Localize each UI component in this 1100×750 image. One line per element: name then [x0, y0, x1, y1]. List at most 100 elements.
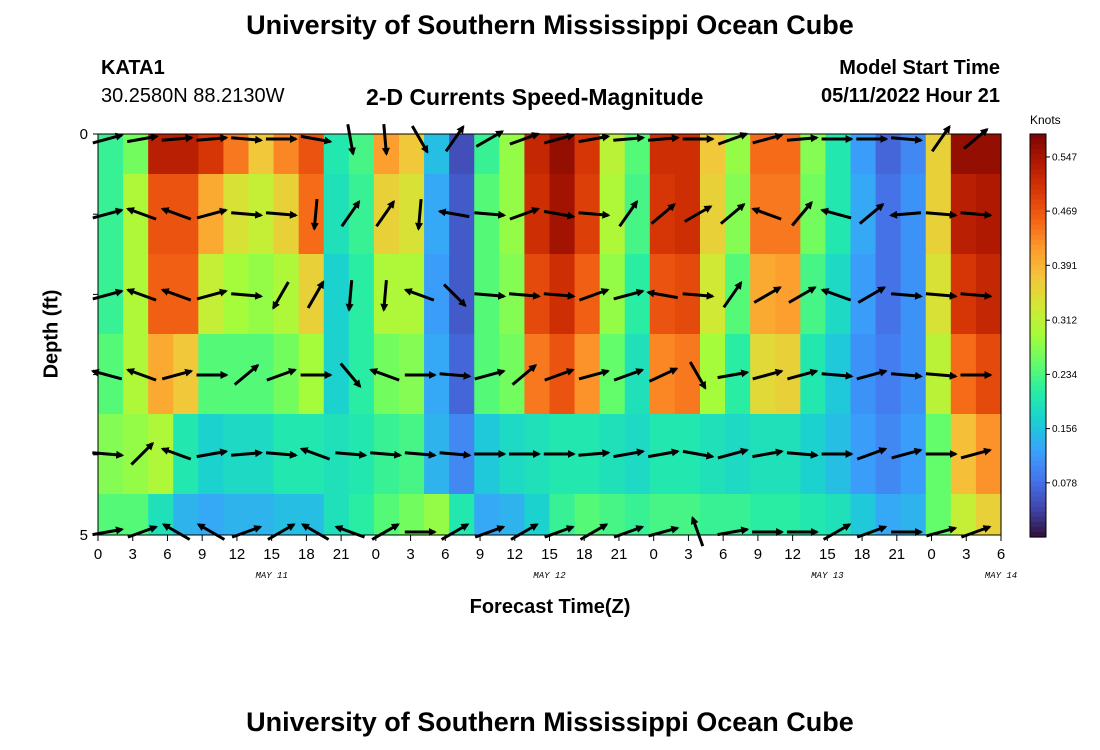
current-vector-arrow	[345, 279, 354, 312]
colorbar-tick-label: 0.078	[1052, 478, 1077, 489]
heat-cell	[775, 494, 801, 535]
current-vector-arrow	[579, 523, 609, 541]
colorbar-segment	[1030, 511, 1046, 518]
current-vector-arrow	[442, 283, 467, 308]
heat-cell	[700, 334, 726, 415]
heat-cell	[348, 174, 375, 255]
current-vector-arrow	[960, 291, 993, 300]
current-vector-arrow	[963, 128, 989, 150]
current-vector-arrow	[265, 210, 298, 219]
colorbar-segment	[1030, 159, 1046, 165]
current-vector-arrow	[543, 291, 576, 300]
y-tick-label: 0	[80, 126, 88, 143]
colorbar-segment	[1030, 446, 1046, 452]
colorbar-segment	[1030, 144, 1046, 150]
current-vector-arrow	[717, 369, 750, 380]
colorbar-segment	[1030, 441, 1046, 447]
heat-cell	[850, 134, 877, 175]
current-vector-arrow	[543, 209, 576, 220]
model-start-label: Model Start Time	[839, 57, 1000, 79]
current-vector-arrow	[822, 523, 852, 541]
colorbar-segment	[1030, 436, 1046, 442]
colorbar-segment	[1030, 154, 1046, 160]
x-tick-label: 0	[372, 546, 380, 563]
x-tick-label: 18	[298, 546, 315, 563]
colorbar-segment	[1030, 431, 1046, 437]
colorbar-segment	[1030, 295, 1046, 301]
current-vector-arrow	[370, 450, 403, 459]
colorbar-segment	[1030, 234, 1046, 241]
x-tick-label: 0	[94, 546, 102, 563]
current-vector-arrow	[265, 450, 298, 459]
current-vector-arrow	[231, 291, 264, 300]
current-vector-arrow	[369, 368, 400, 382]
heat-cell	[424, 254, 450, 335]
heat-cell	[373, 494, 400, 535]
current-vector-arrow	[267, 523, 296, 541]
colorbar-segment	[1030, 416, 1046, 422]
colorbar-segment	[1030, 521, 1046, 528]
day-label: MAY 11	[255, 571, 287, 581]
colorbar-segment	[1030, 239, 1046, 246]
colorbar-tick-label: 0.469	[1052, 207, 1077, 218]
heat-cell	[198, 494, 225, 535]
current-vector-arrow	[161, 134, 194, 143]
current-vector-arrow	[160, 207, 192, 221]
current-vector-arrow	[613, 448, 645, 459]
current-vector-arrow	[578, 210, 611, 219]
colorbar-segment	[1030, 254, 1046, 261]
current-vector-arrow	[92, 450, 125, 459]
current-vector-arrow	[474, 291, 507, 300]
colorbar: 0.547 0.469 0.391 0.312 0.234 0.156 0.078	[1029, 133, 1077, 538]
chart-axes: 0 3 6 9 12 15 18 21 0 3 6 9 12 15 18 21 0 3 6 9 12 15 18 21 0 3 6 M…	[80, 126, 1018, 581]
x-tick-label: 3	[129, 546, 137, 563]
colorbar-segment	[1030, 406, 1046, 412]
current-vector-arrow	[161, 523, 191, 541]
station-id: KATA1	[101, 57, 165, 79]
heat-cell	[298, 254, 325, 335]
colorbar-segment	[1030, 194, 1046, 201]
heat-cell	[123, 414, 149, 495]
heat-cell	[599, 334, 626, 415]
colorbar-segment	[1030, 285, 1046, 291]
current-vector-arrow	[340, 200, 361, 228]
current-vector-arrow	[578, 449, 611, 458]
colorbar-segment	[1030, 204, 1046, 211]
current-vector-arrow	[300, 523, 330, 541]
x-tick-label: 15	[819, 546, 836, 563]
heat-cell	[424, 134, 450, 175]
heat-cell	[323, 174, 350, 255]
current-vector-arrow	[403, 288, 435, 302]
colorbar-segment	[1030, 421, 1046, 427]
x-tick-label: 18	[576, 546, 593, 563]
current-vector-arrow	[613, 288, 645, 301]
current-vector-arrow	[233, 364, 260, 386]
current-vector-arrow	[820, 288, 852, 302]
x-tick-label: 21	[888, 546, 905, 563]
current-vector-arrow	[688, 361, 707, 390]
colorbar-segment	[1030, 330, 1046, 337]
colorbar-segment	[1030, 476, 1046, 483]
heatmap-cells	[98, 134, 1002, 535]
colorbar-frame	[1029, 133, 1047, 538]
x-tick-label: 21	[333, 546, 350, 563]
colorbar-units-label: Knots	[1030, 113, 1061, 127]
x-tick-label: 6	[441, 546, 449, 563]
heat-cell	[875, 134, 902, 175]
current-vector-arrow	[752, 368, 784, 381]
heat-cell	[524, 134, 551, 175]
colorbar-segment	[1030, 411, 1046, 417]
colorbar-segment	[1030, 491, 1046, 498]
colorbar-segment	[1030, 325, 1046, 332]
current-vector-arrow	[439, 450, 472, 459]
x-tick-label: 9	[754, 546, 762, 563]
current-vector-arrow	[272, 281, 290, 310]
current-vector-arrow	[890, 371, 923, 380]
colorbar-segment	[1030, 345, 1046, 352]
current-vector-arrow	[925, 210, 958, 219]
heat-cell	[173, 494, 199, 535]
current-vector-arrow	[346, 123, 356, 156]
current-vector-arrow	[578, 288, 610, 302]
heat-cell	[148, 414, 174, 495]
